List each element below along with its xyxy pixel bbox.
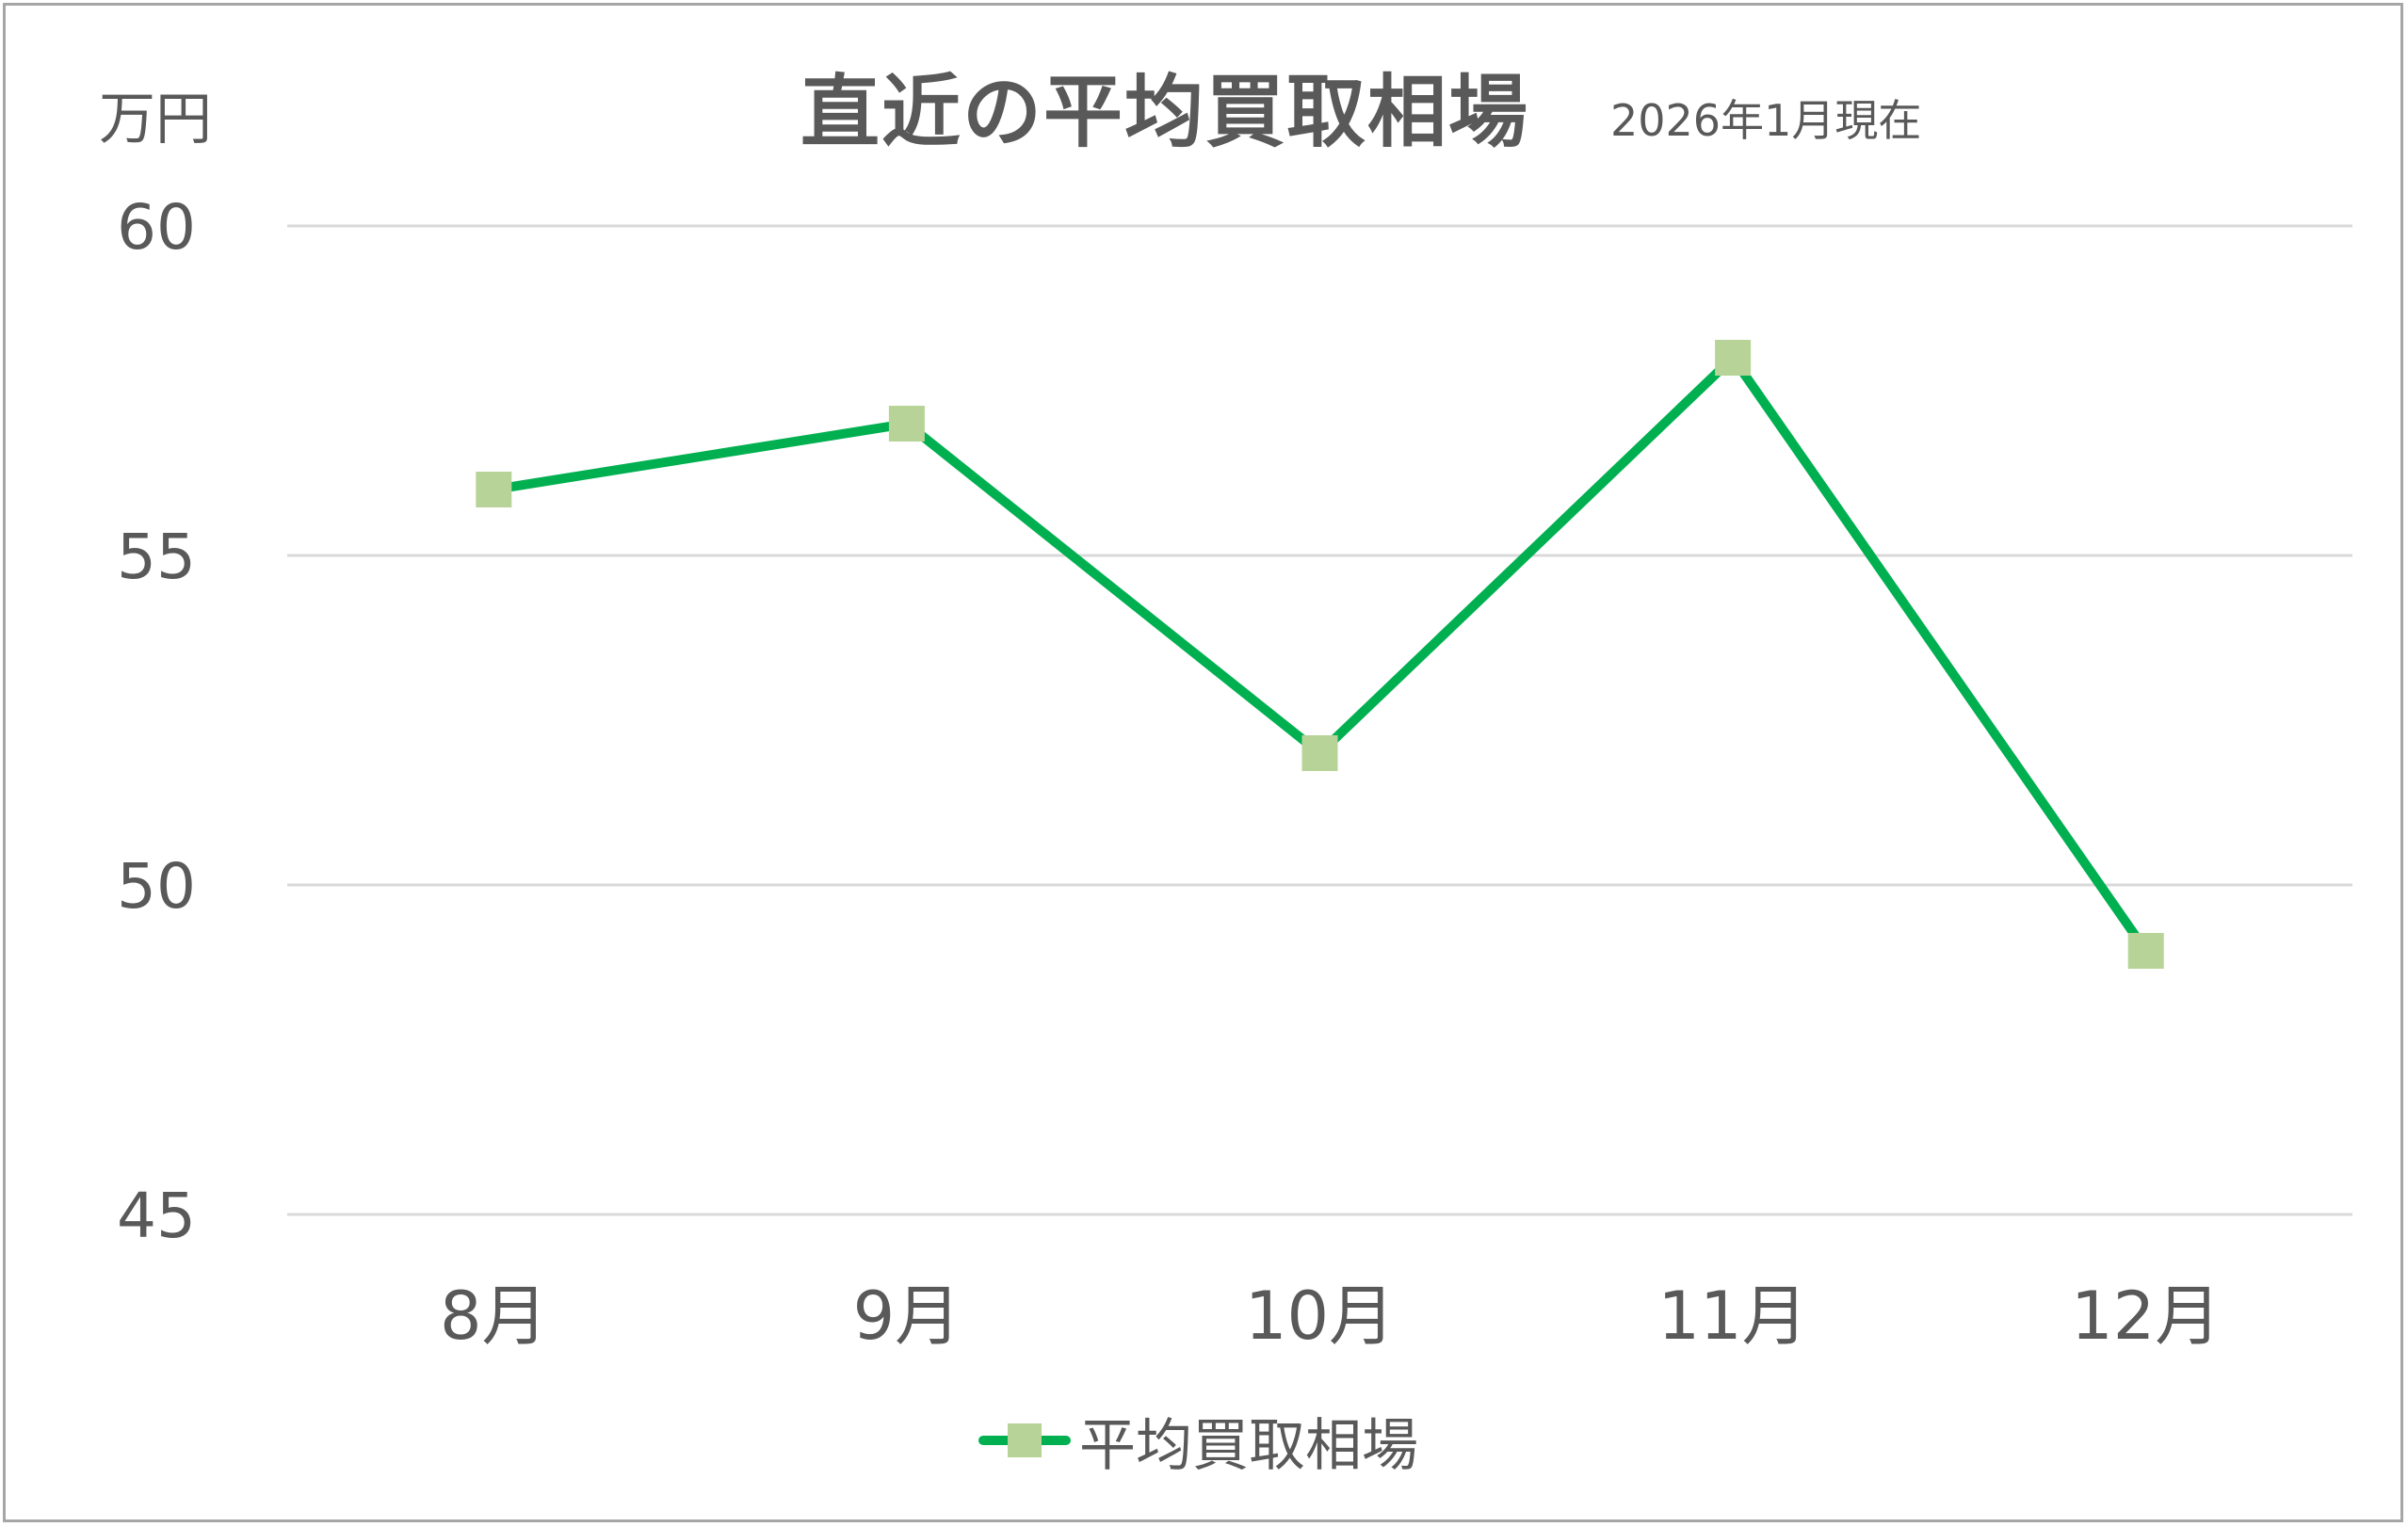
- y-axis-unit-label: 万円: [99, 87, 212, 153]
- chart-frame: [3, 3, 2403, 1522]
- y-tick-label: 55: [117, 521, 196, 593]
- chart-subtitle: 2026年1月現在: [1610, 95, 1922, 146]
- legend: 平均買取相場: [978, 1407, 1418, 1479]
- y-tick-label: 45: [117, 1180, 196, 1252]
- data-point-marker: [1301, 735, 1338, 771]
- x-tick-label: 8月: [440, 1278, 548, 1355]
- chart-title: 直近の平均買取相場: [800, 66, 1530, 158]
- legend-marker-icon: [978, 1423, 1071, 1457]
- x-tick-label: 10月: [1245, 1278, 1395, 1355]
- x-tick-label: 12月: [2071, 1278, 2221, 1355]
- y-tick-label: 50: [117, 850, 196, 923]
- x-tick-label: 9月: [853, 1278, 962, 1355]
- x-tick-label: 11月: [1658, 1278, 1808, 1355]
- data-point-marker: [888, 406, 925, 442]
- data-point-marker: [2127, 933, 2164, 969]
- legend-label: 平均買取相場: [1079, 1412, 1418, 1479]
- data-point-marker: [476, 472, 512, 507]
- data-point-marker: [1715, 340, 1752, 376]
- y-tick-label: 60: [117, 191, 196, 264]
- series-line: [493, 353, 2150, 954]
